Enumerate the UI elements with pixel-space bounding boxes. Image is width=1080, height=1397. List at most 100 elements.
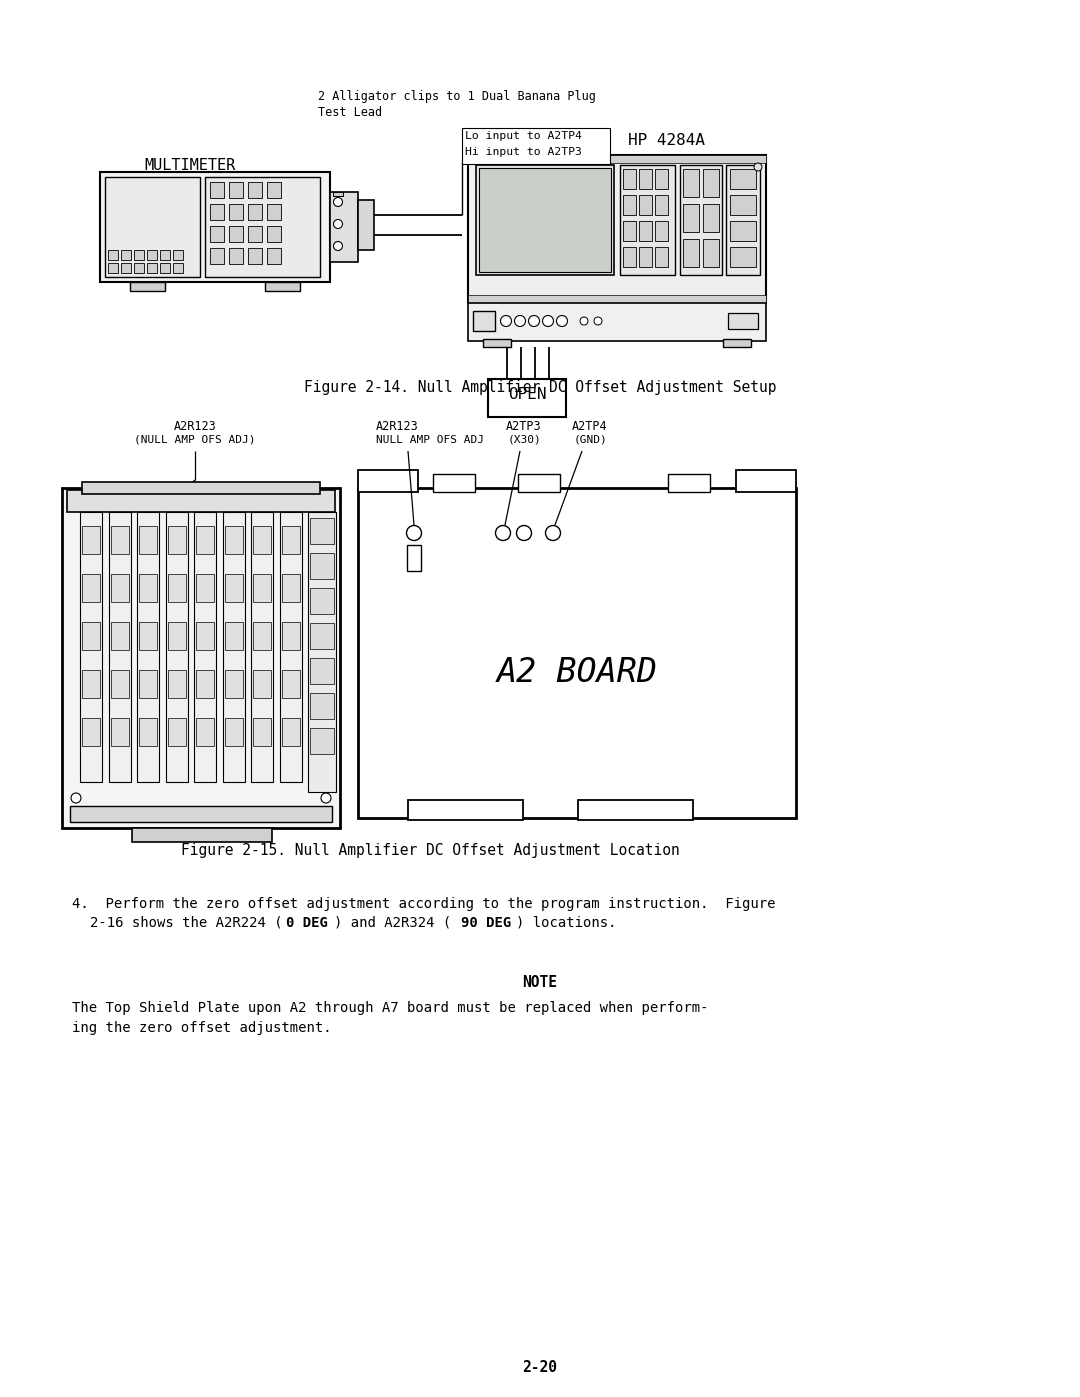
Bar: [462, 129, 610, 163]
Bar: [703, 169, 719, 197]
Bar: [110, 718, 129, 746]
Bar: [265, 282, 300, 291]
Bar: [654, 247, 669, 267]
Bar: [130, 282, 165, 291]
Circle shape: [500, 316, 512, 327]
Text: A2R123: A2R123: [376, 420, 419, 433]
Bar: [683, 204, 699, 232]
Bar: [654, 196, 669, 215]
Bar: [683, 169, 699, 197]
Bar: [225, 671, 243, 698]
Bar: [357, 469, 418, 492]
Bar: [225, 718, 243, 746]
Circle shape: [514, 316, 526, 327]
Bar: [267, 249, 281, 264]
Bar: [468, 155, 766, 303]
Bar: [703, 204, 719, 232]
Bar: [253, 718, 271, 746]
Bar: [108, 250, 118, 260]
Text: ) locations.: ) locations.: [516, 916, 617, 930]
Bar: [639, 196, 652, 215]
Text: 2 Alligator clips to 1 Dual Banana Plug: 2 Alligator clips to 1 Dual Banana Plug: [318, 89, 596, 103]
Bar: [134, 263, 144, 272]
Bar: [357, 488, 796, 819]
Bar: [654, 221, 669, 242]
Text: A2TP4: A2TP4: [572, 420, 608, 433]
Bar: [267, 226, 281, 242]
Bar: [229, 204, 243, 219]
Bar: [578, 800, 693, 820]
Circle shape: [556, 316, 567, 327]
Bar: [134, 250, 144, 260]
Bar: [730, 196, 756, 215]
Bar: [110, 622, 129, 650]
Bar: [222, 511, 244, 782]
Bar: [82, 622, 100, 650]
Bar: [408, 800, 523, 820]
Text: 90 DEG: 90 DEG: [461, 916, 511, 930]
Bar: [639, 247, 652, 267]
Circle shape: [334, 197, 342, 207]
Text: A2R123: A2R123: [174, 420, 216, 433]
Circle shape: [71, 793, 81, 803]
Bar: [483, 339, 511, 346]
Bar: [267, 204, 281, 219]
Bar: [723, 339, 751, 346]
Bar: [225, 574, 243, 602]
Circle shape: [754, 163, 762, 170]
Bar: [703, 239, 719, 267]
Bar: [310, 728, 334, 754]
Bar: [476, 165, 615, 275]
Bar: [639, 221, 652, 242]
Bar: [110, 527, 129, 555]
Bar: [210, 226, 224, 242]
Bar: [669, 474, 710, 492]
Text: Figure 2-15. Null Amplifier DC Offset Adjustment Location: Figure 2-15. Null Amplifier DC Offset Ad…: [180, 842, 679, 858]
Circle shape: [334, 242, 342, 250]
Bar: [210, 249, 224, 264]
Text: 2-16 shows the A2R224 (: 2-16 shows the A2R224 (: [90, 916, 283, 930]
Bar: [280, 511, 301, 782]
Bar: [473, 312, 495, 331]
Bar: [195, 718, 214, 746]
Bar: [139, 671, 157, 698]
Bar: [253, 671, 271, 698]
Bar: [654, 169, 669, 189]
Text: 0 DEG: 0 DEG: [286, 916, 328, 930]
Text: The Top Shield Plate upon A2 through A7 board must be replaced when perform-: The Top Shield Plate upon A2 through A7 …: [72, 1002, 708, 1016]
Bar: [282, 527, 299, 555]
Bar: [468, 295, 766, 303]
Bar: [407, 545, 421, 571]
Text: NOTE: NOTE: [523, 975, 557, 990]
Bar: [639, 169, 652, 189]
Bar: [229, 182, 243, 198]
Bar: [110, 671, 129, 698]
Bar: [147, 250, 157, 260]
Bar: [248, 226, 262, 242]
Text: Figure 2-14. Null Amplifier DC Offset Adjustment Setup: Figure 2-14. Null Amplifier DC Offset Ad…: [303, 380, 777, 395]
Bar: [132, 828, 272, 842]
Bar: [248, 204, 262, 219]
Circle shape: [528, 316, 540, 327]
Circle shape: [496, 525, 511, 541]
Bar: [310, 518, 334, 543]
Bar: [282, 718, 299, 746]
Bar: [330, 191, 357, 263]
Bar: [139, 622, 157, 650]
Bar: [67, 490, 335, 511]
Bar: [167, 671, 186, 698]
Bar: [173, 263, 183, 272]
Bar: [310, 623, 334, 650]
Bar: [248, 182, 262, 198]
Bar: [620, 165, 675, 275]
Bar: [210, 182, 224, 198]
Bar: [108, 263, 118, 272]
Text: Test Lead: Test Lead: [318, 106, 382, 119]
Bar: [108, 511, 131, 782]
Text: A2 BOARD: A2 BOARD: [497, 657, 658, 690]
Bar: [82, 527, 100, 555]
Bar: [82, 718, 100, 746]
Bar: [167, 718, 186, 746]
Bar: [251, 511, 273, 782]
Circle shape: [545, 525, 561, 541]
